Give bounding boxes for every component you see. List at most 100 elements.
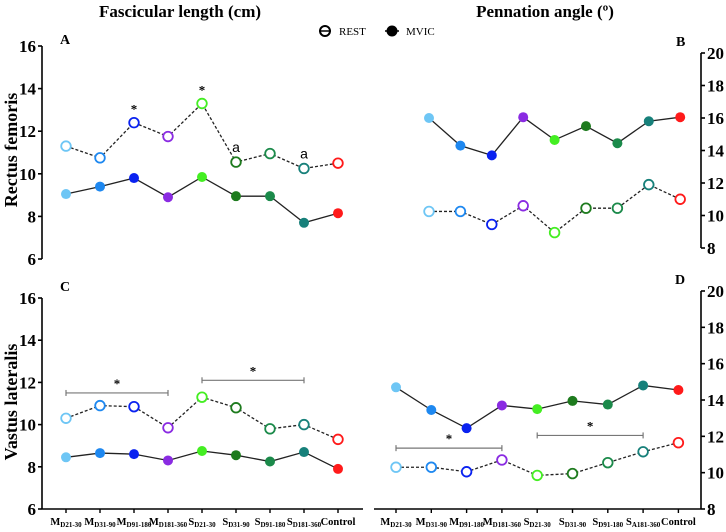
data-point-rest xyxy=(390,461,402,473)
data-point-rest xyxy=(548,226,561,239)
series-line-mvic xyxy=(65,176,339,224)
data-point-mvic xyxy=(231,191,241,202)
panel-letter: D xyxy=(675,273,685,288)
data-point-rest xyxy=(298,418,310,431)
data-point-mvic xyxy=(602,399,613,410)
significance-star: * xyxy=(114,376,121,391)
y-tick-label: 14 xyxy=(19,331,37,350)
x-tick-label: MD91-180 xyxy=(449,517,484,529)
data-point-mvic xyxy=(299,447,309,458)
series-line-rest xyxy=(65,102,339,170)
data-point-rest xyxy=(196,391,208,403)
x-tick-label: MD181-360 xyxy=(483,517,522,529)
data-point-mvic xyxy=(496,400,507,411)
significance-star: * xyxy=(446,431,453,446)
y-tick-label: 20 xyxy=(707,282,724,301)
data-point-mvic xyxy=(95,181,105,192)
x-tick-label: SD21-30 xyxy=(188,517,216,529)
data-point-mvic xyxy=(197,171,207,182)
data-point-rest xyxy=(332,433,344,446)
y-tick-label: 10 xyxy=(707,207,724,226)
data-point-mvic xyxy=(265,191,275,202)
data-point-mvic xyxy=(643,116,654,127)
legend: REST MVIC xyxy=(319,25,435,38)
data-point-mvic xyxy=(567,395,578,406)
x-tick-label: SD181-360 xyxy=(287,517,322,529)
data-point-rest xyxy=(425,461,438,473)
y-tick-label: 20 xyxy=(707,44,724,63)
significance-star: * xyxy=(587,418,594,433)
y-tick-label: 6 xyxy=(28,500,37,519)
y-tick-label: 10 xyxy=(19,165,36,184)
y-tick-label: 14 xyxy=(707,391,725,410)
data-point-rest xyxy=(162,422,174,434)
panel-a: A 6 8 10 12 14 16 * * a a xyxy=(19,33,344,269)
data-point-mvic xyxy=(426,404,437,415)
data-point-rest xyxy=(128,400,140,413)
annotation-label: a xyxy=(232,139,240,155)
y-tick-label: 14 xyxy=(19,80,37,99)
y-tick-label: 12 xyxy=(19,122,36,141)
data-point-rest xyxy=(637,446,649,458)
legend-mvic-label: MVIC xyxy=(406,26,435,38)
y-tick-label: 14 xyxy=(707,142,725,161)
data-point-mvic xyxy=(486,150,497,161)
data-point-rest xyxy=(580,202,592,214)
y-tick-label: 16 xyxy=(19,289,36,308)
data-point-mvic xyxy=(163,455,173,466)
data-point-mvic xyxy=(197,445,207,456)
y-tick-label: 16 xyxy=(707,355,724,374)
x-tick-label: MD181-360 xyxy=(149,517,188,529)
y-tick-label: 18 xyxy=(707,77,724,96)
x-tick-label: SD31-90 xyxy=(559,517,587,529)
data-point-rest xyxy=(60,412,72,424)
data-point-mvic xyxy=(673,385,684,396)
y-tick-label: 6 xyxy=(28,250,37,269)
data-point-rest xyxy=(486,218,498,231)
y-tick-label: 18 xyxy=(707,318,724,337)
data-point-rest xyxy=(460,466,473,478)
data-point-rest xyxy=(531,469,543,482)
data-point-mvic xyxy=(333,463,343,474)
data-point-mvic xyxy=(333,208,343,219)
data-point-rest xyxy=(264,423,276,435)
data-point-rest xyxy=(196,97,208,110)
row-label-rectus-femoris: Rectus femoris xyxy=(1,93,21,207)
data-point-mvic xyxy=(532,404,543,415)
annotation-label: * xyxy=(199,83,206,98)
data-point-mvic xyxy=(61,189,71,200)
y-tick-label: 12 xyxy=(707,174,724,193)
data-point-mvic xyxy=(391,382,401,393)
series-line-rest xyxy=(65,396,339,440)
x-tick-label: MD21-30 xyxy=(50,517,82,529)
data-point-rest xyxy=(566,467,579,480)
y-tick-label: 12 xyxy=(707,427,724,446)
data-point-rest xyxy=(672,436,685,449)
data-point-mvic xyxy=(163,192,173,203)
data-point-rest xyxy=(162,130,174,143)
title-pennation-angle: Pennation angle (º) xyxy=(476,2,614,21)
panel-d: D 8 10 12 14 16 18 20 MD21-30 MD31-90 MD91-180MD18… xyxy=(374,273,725,529)
data-point-rest xyxy=(60,140,72,152)
y-tick-label: 8 xyxy=(707,500,716,519)
x-tick-label: Control xyxy=(661,517,696,528)
data-point-rest xyxy=(332,157,344,169)
data-point-mvic xyxy=(265,456,275,467)
panel-c: C 6 8 10 12 14 16 MD21-30 MD31-90 MD91-180MD181-3… xyxy=(19,280,363,529)
data-point-rest xyxy=(643,178,655,191)
data-point-rest xyxy=(602,456,614,469)
data-point-mvic xyxy=(299,217,309,228)
y-tick-label: 16 xyxy=(19,37,36,56)
series-line-rest xyxy=(429,183,681,234)
panel-letter: B xyxy=(676,35,685,50)
data-point-rest xyxy=(94,152,106,164)
data-point-mvic xyxy=(424,113,434,123)
data-point-rest xyxy=(94,399,106,412)
title-fascicular-length: Fascicular length (cm) xyxy=(99,2,261,21)
data-point-mvic xyxy=(61,452,71,463)
x-tick-label: MD31-90 xyxy=(84,517,116,529)
data-point-mvic xyxy=(129,449,139,460)
data-point-rest xyxy=(230,402,242,414)
data-point-mvic xyxy=(231,450,241,461)
significance-star: * xyxy=(250,363,257,378)
